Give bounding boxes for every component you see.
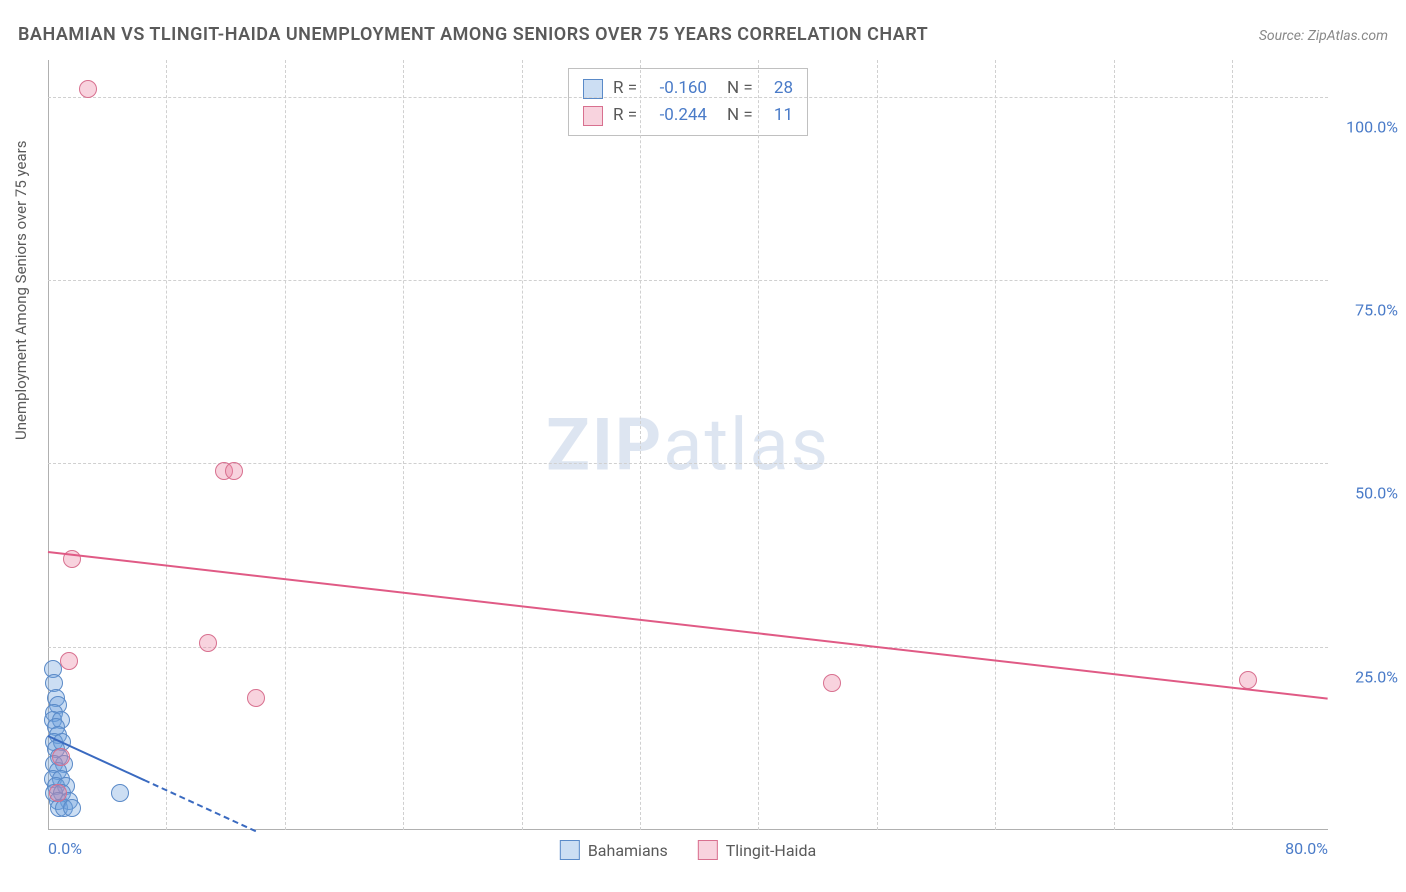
x-tick-label: 80.0%	[1285, 839, 1328, 858]
trend-line-dashed	[144, 779, 257, 832]
x-axis-line	[48, 829, 1328, 830]
series-legend: Bahamians Tlingit-Haida	[560, 840, 816, 860]
gridline-v	[877, 60, 878, 830]
watermark-light: atlas	[663, 403, 830, 488]
gridline-v	[403, 60, 404, 830]
data-point	[49, 784, 67, 802]
correlation-legend-row: R = -0.244 N = 11	[583, 102, 793, 129]
trend-line	[48, 551, 1328, 700]
gridline-v	[995, 60, 996, 830]
legend-swatch	[583, 79, 603, 99]
gridline-h	[48, 647, 1328, 648]
x-tick-label: 0.0%	[48, 839, 82, 858]
r-value: -0.160	[651, 75, 707, 102]
r-label: R =	[613, 102, 641, 129]
gridline-h	[48, 97, 1328, 98]
n-label: N =	[727, 75, 755, 102]
y-tick-label: 75.0%	[1355, 301, 1398, 320]
r-value: -0.244	[651, 102, 707, 129]
y-tick-label: 25.0%	[1355, 667, 1398, 686]
gridline-v	[522, 60, 523, 830]
chart-plot-area: ZIPatlas R =-0.160N =28R =-0.244N =11 Ba…	[48, 60, 1328, 830]
y-axis-label: Unemployment Among Seniors over 75 years	[12, 141, 30, 440]
data-point	[247, 689, 265, 707]
gridline-h	[48, 280, 1328, 281]
watermark-bold: ZIP	[546, 403, 663, 488]
legend-swatch	[560, 840, 580, 860]
series-name: Tlingit-Haida	[726, 841, 816, 860]
watermark: ZIPatlas	[546, 403, 830, 488]
n-value: 11	[765, 102, 793, 129]
gridline-v	[640, 60, 641, 830]
series-legend-item: Bahamians	[560, 840, 668, 860]
n-label: N =	[727, 102, 755, 129]
data-point	[823, 674, 841, 692]
gridline-v	[1114, 60, 1115, 830]
data-point	[79, 80, 97, 98]
data-point	[63, 799, 81, 817]
data-point	[1239, 671, 1257, 689]
correlation-legend-row: R = -0.160 N = 28	[583, 75, 793, 102]
gridline-v	[758, 60, 759, 830]
y-tick-label: 50.0%	[1355, 484, 1398, 503]
data-point	[60, 652, 78, 670]
n-value: 28	[765, 75, 793, 102]
legend-swatch	[583, 106, 603, 126]
gridline-v	[285, 60, 286, 830]
source-attribution: Source: ZipAtlas.com	[1259, 28, 1388, 44]
data-point	[52, 748, 70, 766]
data-point	[111, 784, 129, 802]
chart-title: BAHAMIAN VS TLINGIT-HAIDA UNEMPLOYMENT A…	[18, 24, 928, 45]
y-tick-label: 100.0%	[1346, 117, 1398, 136]
series-name: Bahamians	[588, 841, 668, 860]
series-legend-item: Tlingit-Haida	[698, 840, 816, 860]
r-label: R =	[613, 75, 641, 102]
gridline-v	[1232, 60, 1233, 830]
legend-swatch	[698, 840, 718, 860]
data-point	[199, 634, 217, 652]
gridline-v	[166, 60, 167, 830]
data-point	[225, 462, 243, 480]
correlation-legend: R = -0.160 N = 28 R = -0.244 N = 11	[568, 68, 808, 136]
